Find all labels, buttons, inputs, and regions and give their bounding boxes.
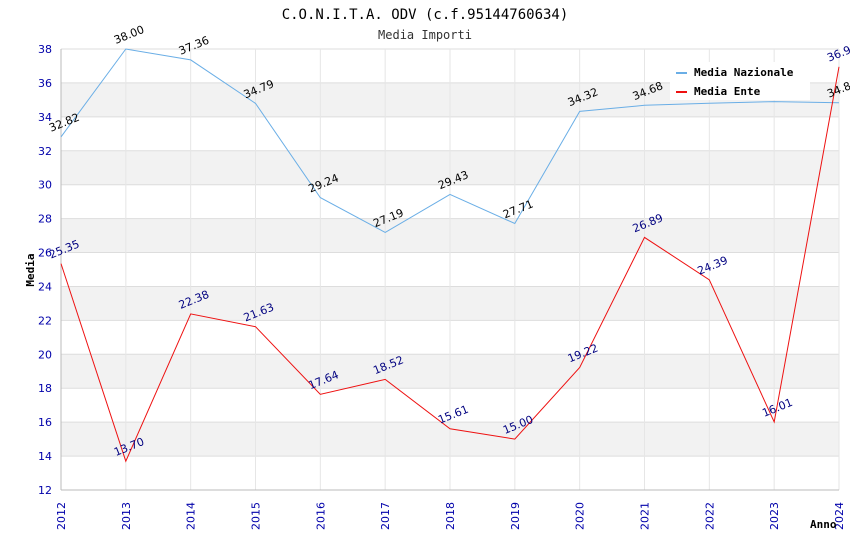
x-tick-labels: 2012 2013 2014 2015 2016 2017 2018 2019 2020 2021… — [55, 502, 846, 530]
y-tick-label: 14 — [38, 450, 52, 463]
legend-box — [670, 62, 810, 100]
y-tick-label: 12 — [38, 484, 52, 497]
y-tick-label: 32 — [38, 145, 52, 158]
x-tick-label: 2022 — [703, 502, 716, 530]
grid-lines — [60, 48, 840, 491]
legend-entry: Media Ente — [694, 85, 761, 98]
series-lines — [60, 48, 840, 463]
data-label: 38.00 — [112, 23, 146, 47]
series-line-media-nazionale — [60, 48, 840, 233]
legend-entry: Media Nazionale — [694, 66, 794, 79]
y-tick-label: 18 — [38, 382, 52, 395]
data-label: 34.83 — [825, 77, 850, 101]
chart-subtitle: Media Importi — [378, 28, 472, 42]
y-axis-label: Media — [24, 253, 37, 286]
y-tick-label: 36 — [38, 77, 52, 90]
x-tick-label: 2013 — [120, 502, 133, 530]
x-tick-label: 2018 — [444, 502, 457, 530]
chart-title: C.O.N.I.T.A. ODV (c.f.95144760634) — [282, 7, 569, 23]
x-tick-label: 2023 — [768, 502, 781, 530]
y-tick-label: 16 — [38, 416, 52, 429]
x-tick-label: 2012 — [55, 502, 68, 530]
y-tick-label: 26 — [38, 247, 52, 260]
y-tick-labels: 12 14 16 18 20 22 24 26 28 30 32 34 36 38 — [38, 43, 52, 497]
y-tick-label: 24 — [38, 280, 52, 293]
x-tick-label: 2015 — [250, 502, 263, 530]
y-tick-label: 30 — [38, 179, 52, 192]
y-tick-label: 20 — [38, 348, 52, 361]
x-tick-label: 2017 — [379, 502, 392, 530]
x-tick-label: 2020 — [574, 502, 587, 530]
y-tick-label: 22 — [38, 314, 52, 327]
x-tick-label: 2024 — [833, 502, 846, 530]
data-label: 24.39 — [696, 254, 730, 278]
data-label: 16.01 — [760, 396, 794, 420]
y-tick-label: 28 — [38, 213, 52, 226]
x-axis-label: Anno — [810, 518, 837, 531]
data-label: 36.95 — [825, 41, 850, 65]
y-tick-label: 38 — [38, 43, 52, 56]
x-tick-label: 2019 — [509, 502, 522, 530]
y-tick-label: 34 — [38, 111, 52, 124]
legend: Media Nazionale Media Ente — [670, 62, 810, 100]
data-label: 37.36 — [177, 34, 211, 58]
axes — [60, 49, 839, 491]
x-tick-label: 2021 — [639, 502, 652, 530]
series-line-media-ente — [60, 66, 840, 463]
x-tick-label: 2014 — [185, 502, 198, 530]
x-tick-label: 2016 — [314, 502, 327, 530]
